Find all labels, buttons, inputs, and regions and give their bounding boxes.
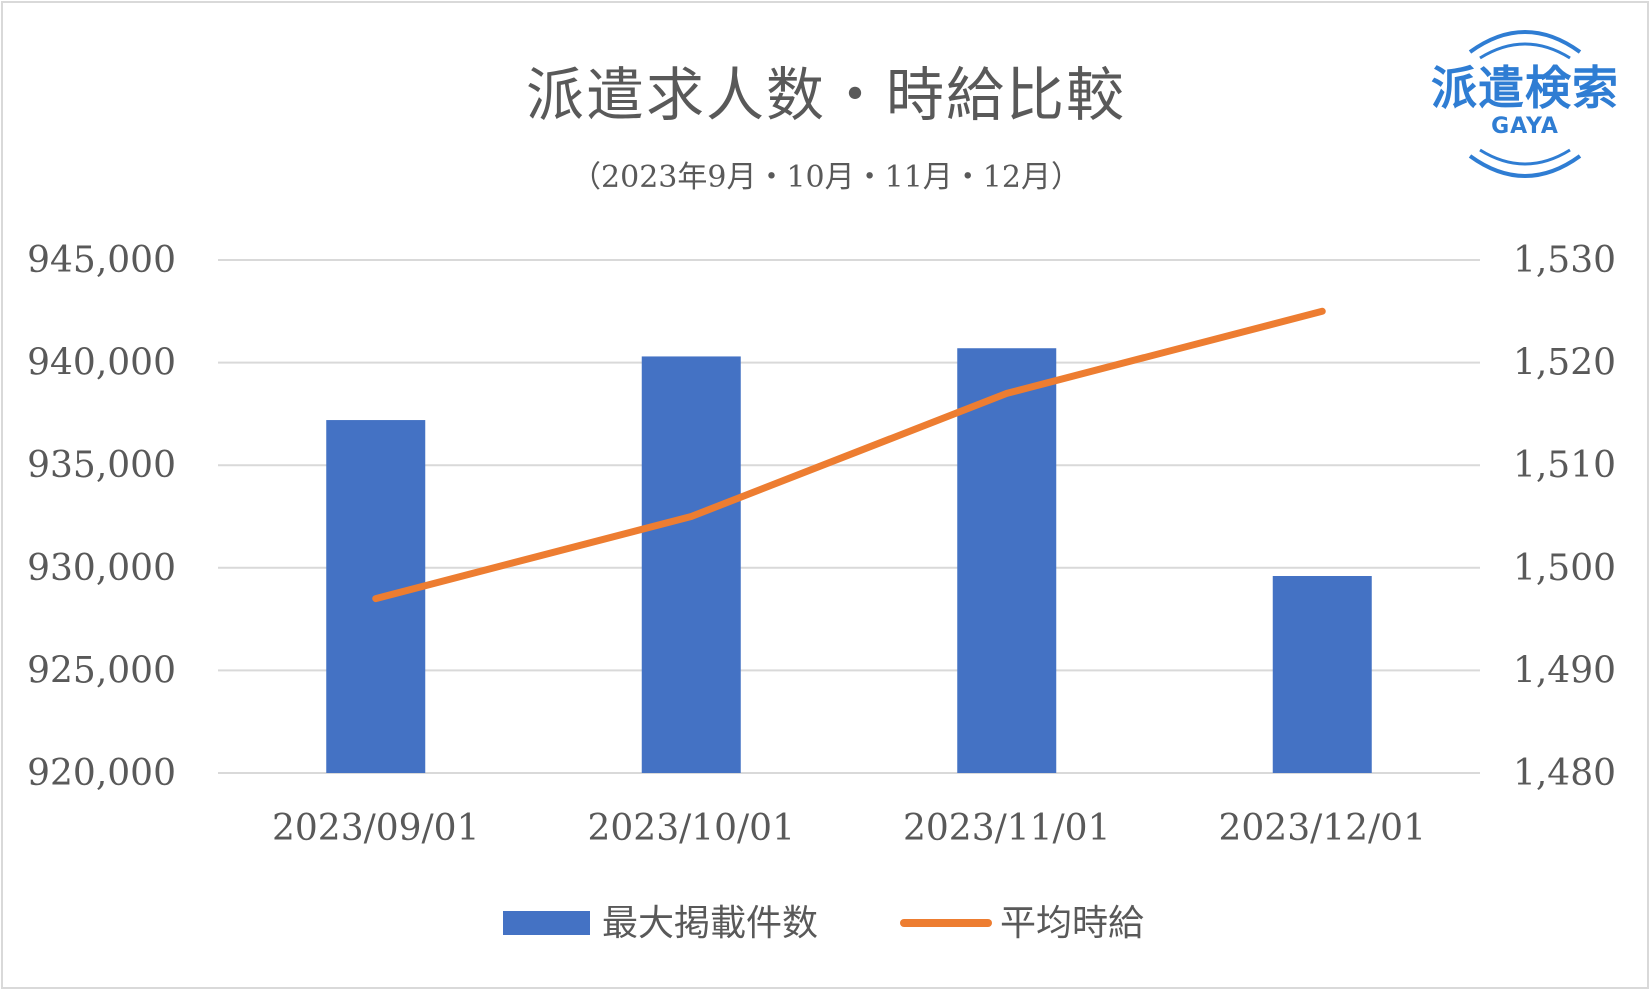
logo-arcs-icon bbox=[1468, 30, 1582, 178]
bar-3 bbox=[1272, 576, 1372, 773]
chart-title: 派遣求人数・時給比較 bbox=[525, 61, 1126, 129]
legend-label-line: 平均時給 bbox=[1000, 903, 1144, 944]
left-tick-label: 920,000 bbox=[27, 753, 176, 794]
x-tick-label: 2023/11/01 bbox=[903, 808, 1111, 849]
left-tick-label: 940,000 bbox=[27, 343, 176, 384]
right-tick-label: 1,510 bbox=[1513, 445, 1616, 486]
chart-subtitle: （2023年9月・10月・11月・12月） bbox=[571, 160, 1081, 195]
right-tick-label: 1,490 bbox=[1513, 650, 1616, 691]
right-tick-label: 1,520 bbox=[1513, 343, 1616, 384]
left-tick-label: 925,000 bbox=[27, 650, 176, 691]
logo-text: 派遣検索 bbox=[1431, 61, 1619, 115]
right-tick-label: 1,530 bbox=[1513, 240, 1616, 281]
bar-2 bbox=[957, 348, 1057, 773]
left-tick-label: 935,000 bbox=[27, 445, 176, 486]
logo-sub: GAYA bbox=[1491, 114, 1559, 139]
x-tick-label: 2023/09/01 bbox=[272, 808, 480, 849]
line-series bbox=[372, 307, 1326, 603]
x-tick-label: 2023/12/01 bbox=[1219, 808, 1427, 849]
bar-series bbox=[326, 348, 1372, 773]
legend-label-bar: 最大掲載件数 bbox=[602, 903, 818, 944]
x-tick-label: 2023/10/01 bbox=[588, 808, 796, 849]
gridlines bbox=[218, 259, 1480, 774]
average-wage-line bbox=[372, 307, 1326, 603]
left-tick-label: 930,000 bbox=[27, 548, 176, 589]
right-tick-label: 1,480 bbox=[1513, 753, 1616, 794]
x-axis-ticks: 2023/09/01 2023/10/01 2023/11/01 2023/12/01 bbox=[272, 808, 1426, 849]
right-axis-ticks: 1,480 1,490 1,500 1,510 1,520 1,530 bbox=[1513, 240, 1616, 794]
bar-1 bbox=[641, 356, 741, 773]
gaya-logo: 派遣検索 GAYA bbox=[1420, 22, 1630, 182]
legend-bar-swatch bbox=[503, 911, 590, 935]
right-tick-label: 1,500 bbox=[1513, 548, 1616, 589]
legend: 最大掲載件数 平均時給 bbox=[503, 903, 1144, 944]
left-tick-label: 945,000 bbox=[27, 240, 176, 281]
left-axis-ticks: 920,000 925,000 930,000 935,000 940,000 945,0… bbox=[27, 240, 176, 794]
